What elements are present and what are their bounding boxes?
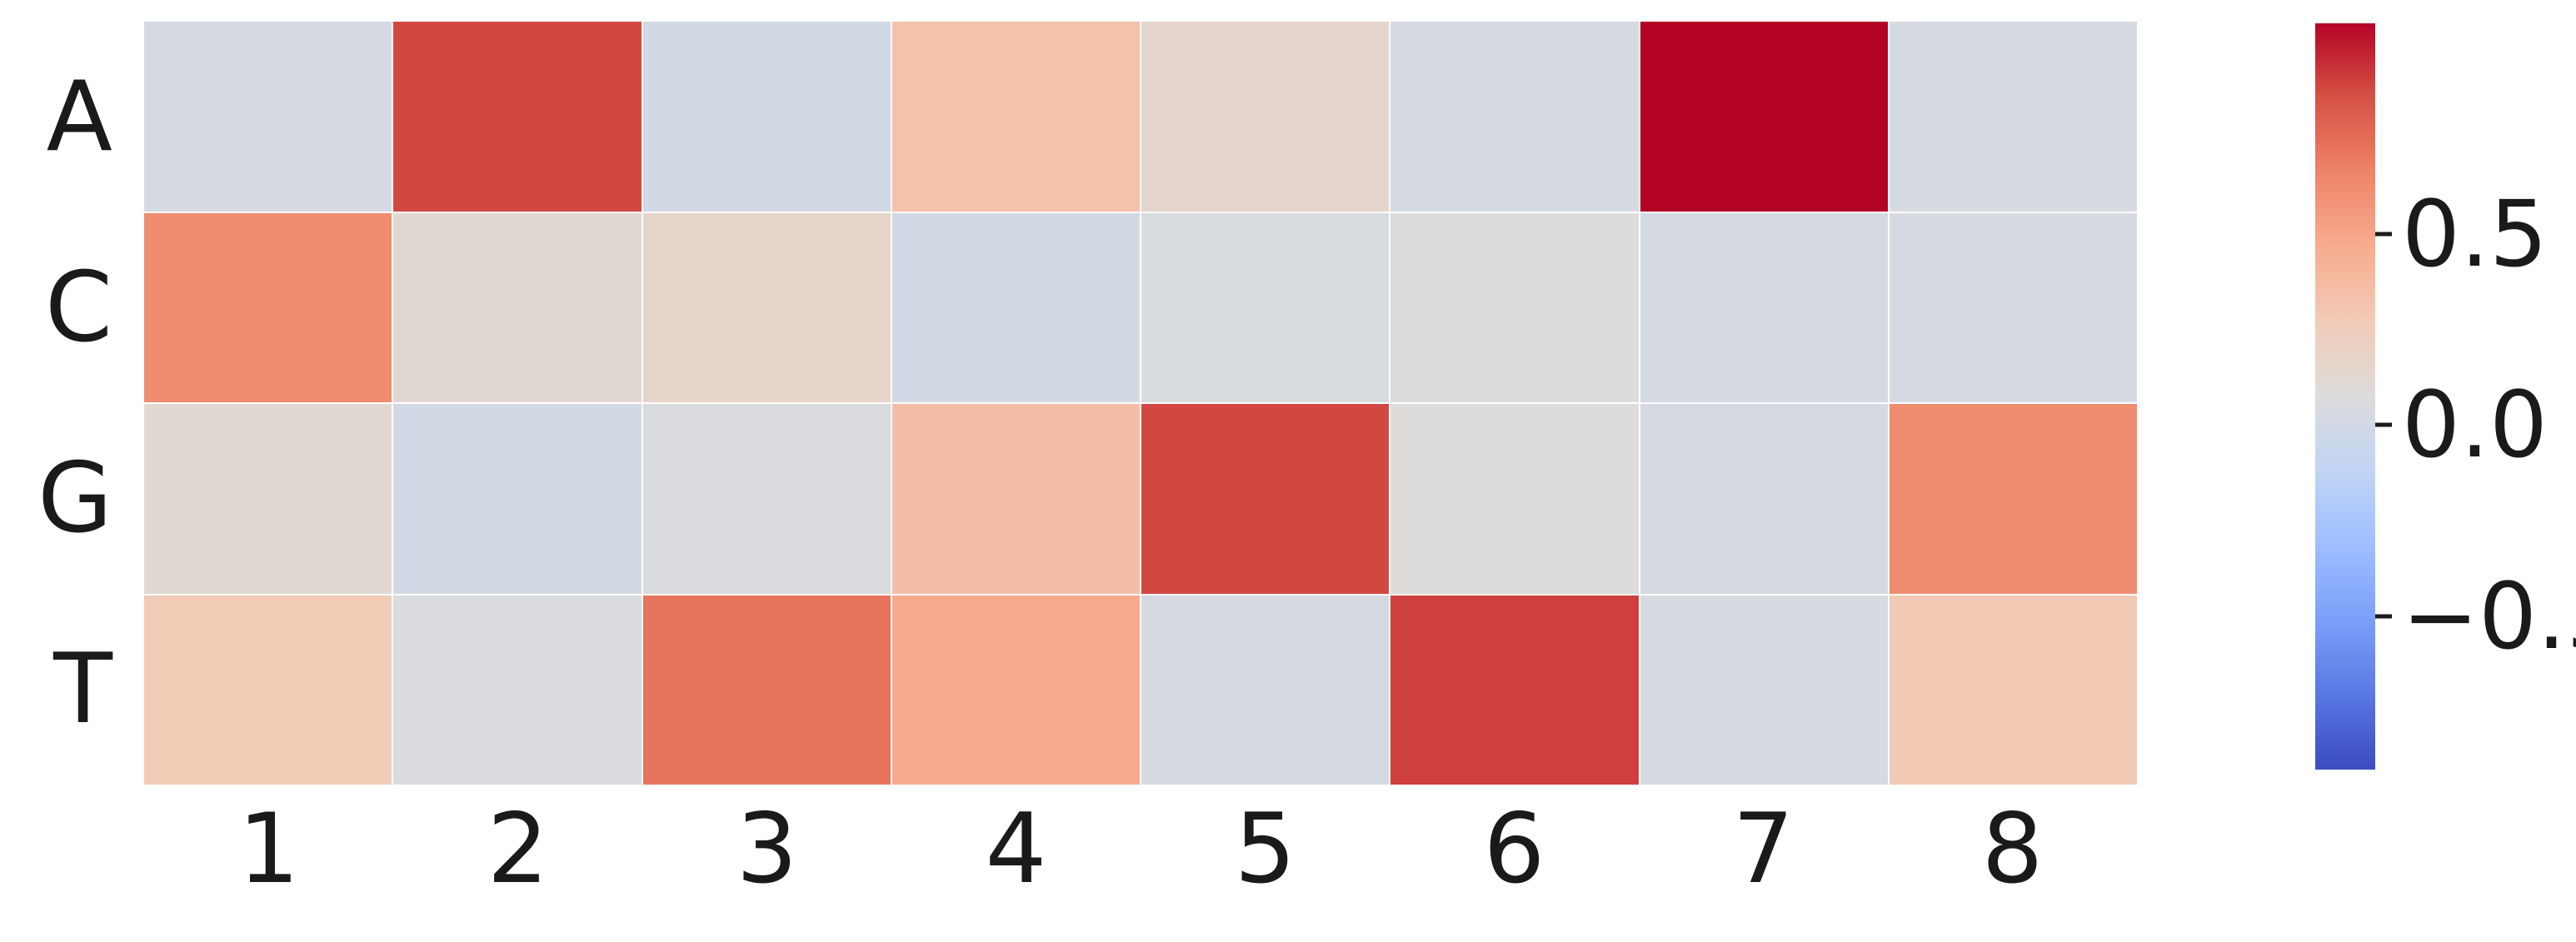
heatmap-cell-C8: [1889, 212, 2137, 402]
x-tick-label-4: 4: [985, 793, 1047, 905]
heatmap-cell-T3: [642, 595, 891, 785]
heatmap-cell-T7: [1640, 595, 1888, 785]
heatmap-cell-G1: [144, 404, 392, 594]
heatmap-cell-A7: [1640, 22, 1888, 212]
colorbar-tick-mark: [2375, 614, 2392, 619]
y-tick-label-G: G: [37, 441, 112, 555]
heatmap-cell-T1: [144, 595, 392, 785]
heatmap-cell-T4: [891, 595, 1140, 785]
colorbar-gradient: [2315, 23, 2375, 770]
heatmap-cell-A4: [891, 22, 1140, 212]
heatmap-cell-G4: [891, 404, 1140, 594]
x-axis-labels: 1 2 3 4 5 6 7 8: [144, 788, 2137, 938]
heatmap-cell-A6: [1390, 22, 1639, 212]
heatmap-cell-C2: [393, 212, 642, 402]
x-tick-label-5: 5: [1234, 793, 1296, 905]
colorbar-tick-label: 0.0: [2402, 371, 2548, 479]
heatmap-cell-C6: [1390, 212, 1639, 402]
heatmap-cell-T6: [1390, 595, 1639, 785]
heatmap-cell-C1: [144, 212, 392, 402]
heatmap-cell-G5: [1141, 404, 1390, 594]
y-tick-label-T: T: [53, 632, 112, 745]
heatmap-cell-G3: [642, 404, 891, 594]
heatmap-cell-G2: [393, 404, 642, 594]
heatmap-cell-A2: [393, 22, 642, 212]
heatmap-grid: [144, 22, 2137, 785]
x-tick-label-7: 7: [1732, 793, 1795, 905]
heatmap-cell-G8: [1889, 404, 2137, 594]
heatmap-cell-A1: [144, 22, 392, 212]
x-tick-label-3: 3: [736, 793, 798, 905]
heatmap-cell-T8: [1889, 595, 2137, 785]
heatmap-cell-T2: [393, 595, 642, 785]
heatmap-cell-C5: [1141, 212, 1390, 402]
colorbar-tick-mark: [2375, 422, 2392, 427]
colorbar-tick-mark: [2375, 232, 2392, 237]
x-tick-label-6: 6: [1483, 793, 1545, 905]
heatmap-cell-T5: [1141, 595, 1390, 785]
x-tick-label-1: 1: [237, 793, 300, 905]
heatmap-cell-A8: [1889, 22, 2137, 212]
colorbar-tick-label: 0.5: [2402, 180, 2548, 287]
heatmap-cell-C3: [642, 212, 891, 402]
heatmap-cell-C4: [891, 212, 1140, 402]
heatmap-cell-G6: [1390, 404, 1639, 594]
heatmap-cell-G7: [1640, 404, 1888, 594]
heatmap-cell-A3: [642, 22, 891, 212]
colorbar: 0.5 0.0 −0.5: [2315, 23, 2576, 770]
heatmap-cell-A5: [1141, 22, 1390, 212]
y-tick-label-C: C: [45, 251, 112, 364]
heatmap-cell-C7: [1640, 212, 1888, 402]
x-tick-label-2: 2: [487, 793, 549, 905]
y-tick-label-A: A: [46, 60, 112, 173]
colorbar-tick-label: −0.5: [2402, 563, 2576, 670]
x-tick-label-8: 8: [1981, 793, 2044, 905]
